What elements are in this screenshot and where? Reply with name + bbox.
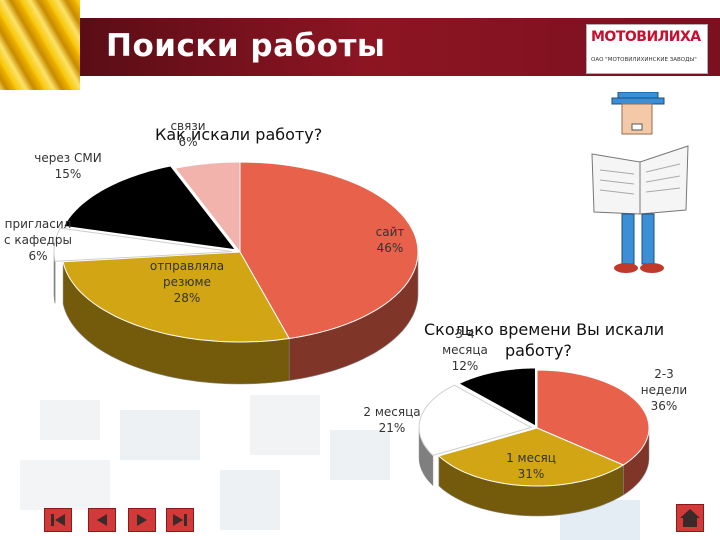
- gold-bars-image: [0, 0, 80, 90]
- company-logo: МОТОВИЛИХА ОАО "МОТОВИЛИХИНСКИЕ ЗАВОДЫ": [586, 24, 708, 74]
- background-watermark: [20, 395, 640, 540]
- chart2-data-label-1-1: 31%: [518, 467, 545, 481]
- chart2-slice-2: [418, 384, 533, 456]
- chart2-data-label-3-2: 12%: [452, 359, 479, 373]
- header-banner: Поиски работы МОТОВИЛИХА ОАО "МОТОВИЛИХИ…: [0, 0, 720, 90]
- chart1-data-labels: сайт 46% отправляла резюме 28% пригласил с каф…: [4, 119, 404, 305]
- newspaper-man-illustration: [591, 92, 689, 273]
- chart2-title-line2: работу?: [505, 341, 572, 360]
- chart1-data-label-1-1: резюме: [163, 275, 211, 289]
- chart1-data-label-2-2: 6%: [28, 249, 47, 263]
- chart2-slice-1: [437, 427, 625, 487]
- next-slide-button[interactable]: [128, 508, 156, 532]
- chart1-slice-0: [239, 161, 419, 340]
- logo-subtitle: ОАО "МОТОВИЛИХИНСКИЕ ЗАВОДЫ": [591, 57, 697, 63]
- pie-chart-search-duration: [418, 367, 650, 517]
- first-slide-button[interactable]: [44, 508, 72, 532]
- chart2-title-line1: Сколько времени Вы искали: [424, 320, 664, 339]
- last-slide-button[interactable]: [166, 508, 194, 532]
- chart1-title: Как искали работу?: [155, 125, 322, 144]
- chart2-data-label-2-0: 2 месяца: [363, 405, 420, 419]
- home-icon: [680, 509, 700, 527]
- chart1-slice-4: [174, 161, 241, 254]
- chart2-data-label-3-1: месяца: [442, 343, 488, 357]
- previous-icon: [97, 514, 107, 526]
- chart1-slice-2: [53, 227, 233, 262]
- chart1-data-label-4-1: 6%: [178, 135, 197, 149]
- chart1-data-label-3-0: через СМИ: [34, 151, 101, 165]
- next-icon: [137, 514, 147, 526]
- chart2-data-label-2-1: 21%: [379, 421, 406, 435]
- chart1-slice-1: [62, 251, 291, 343]
- slide-title: Поиски работы: [106, 28, 386, 64]
- chart1-data-label-2-1: с кафедры: [4, 233, 72, 247]
- chart1-data-label-1-2: 28%: [174, 291, 201, 305]
- chart2-data-label-0-1: недели: [641, 383, 687, 397]
- chart1-data-label-0-0: сайт: [376, 225, 405, 239]
- chart2-slice-3: [457, 367, 537, 427]
- last-icon: [173, 514, 187, 526]
- chart1-data-label-3-1: 15%: [55, 167, 82, 181]
- chart1-data-label-1-0: отправляла: [150, 259, 224, 273]
- chart1-data-label-0-1: 46%: [377, 241, 404, 255]
- previous-slide-button[interactable]: [88, 508, 116, 532]
- chart2-data-label-1-0: 1 месяц: [506, 451, 556, 465]
- chart2-data-label-3-0: 3-4: [455, 327, 475, 341]
- first-icon: [51, 514, 65, 526]
- chart1-slice-3: [62, 165, 237, 251]
- chart2-data-labels: 2-3 недели 36% 1 месяц 31% 2 месяца 21% 3-4 меся…: [363, 327, 687, 481]
- chart2-data-label-0-2: 36%: [651, 399, 678, 413]
- pie-chart-search-method: [53, 161, 419, 385]
- logo-brand-text: МОТОВИЛИХА: [591, 29, 701, 45]
- chart2-slice-0: [536, 369, 650, 466]
- chart2-data-label-0-0: 2-3: [654, 367, 674, 381]
- chart1-data-label-4-0: связи: [170, 119, 205, 133]
- chart1-data-label-2-0: пригласил: [5, 217, 72, 231]
- home-button[interactable]: [676, 504, 704, 532]
